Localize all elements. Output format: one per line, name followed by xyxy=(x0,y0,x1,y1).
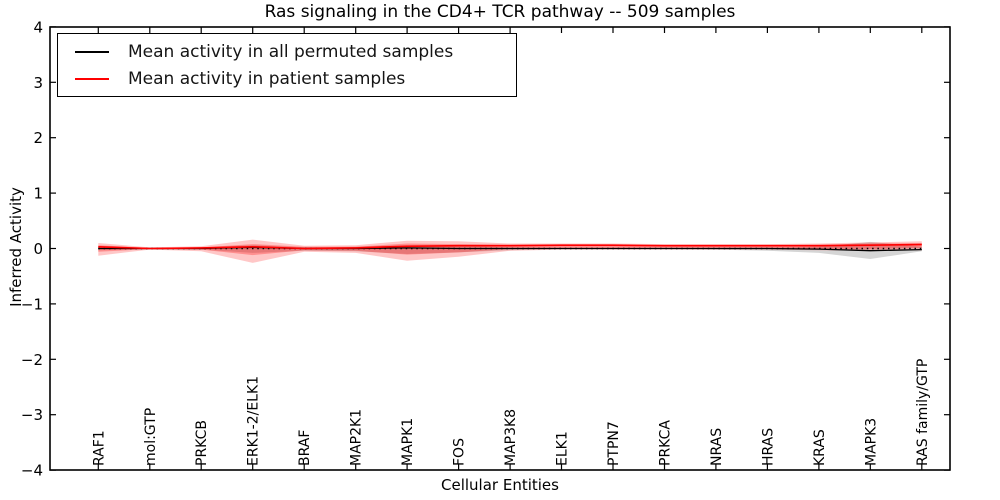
x-axis-title: Cellular Entities xyxy=(441,476,559,494)
y-tick-label: −1 xyxy=(21,295,43,313)
x-tick-label: PRKCA xyxy=(658,420,674,466)
y-tick-label: −4 xyxy=(21,462,43,480)
x-tick-label: MAPK1 xyxy=(400,418,416,466)
x-tick-label: PRKCB xyxy=(194,420,210,466)
x-tick-label: RAS family/GTP xyxy=(915,359,931,466)
x-tick-label: BRAF xyxy=(297,430,313,466)
legend-label-patient: Mean activity in patient samples xyxy=(128,68,406,89)
legend-line-sample-patient xyxy=(75,77,109,80)
legend-item-permuted: Mean activity in all permuted samples xyxy=(58,39,516,65)
legend-item-patient: Mean activity in patient samples xyxy=(58,66,516,92)
x-tick-label: PTPN7 xyxy=(606,421,622,466)
series-line-patient xyxy=(98,243,922,250)
x-tick-label: ERK1-2/ELK1 xyxy=(246,376,262,466)
legend-label-permuted: Mean activity in all permuted samples xyxy=(128,41,454,62)
x-tick-label: mol:GTP xyxy=(143,408,159,466)
x-tick-label: HRAS xyxy=(760,428,776,466)
legend: Mean activity in all permuted samples Me… xyxy=(57,33,517,97)
x-tick-label: ELK1 xyxy=(555,431,571,466)
x-tick-label: MAPK3 xyxy=(863,418,879,466)
band-permuted-samples-spread xyxy=(98,241,922,259)
y-tick-label: 3 xyxy=(33,74,43,92)
x-tick-label: MAP2K1 xyxy=(349,409,365,466)
y-axis-title: Inferred Activity xyxy=(7,187,25,307)
y-tick-label: 4 xyxy=(33,18,43,36)
legend-line-sample-permuted xyxy=(75,50,109,53)
chart-title: Ras signaling in the CD4+ TCR pathway --… xyxy=(264,2,736,22)
x-tick-label: RAF1 xyxy=(91,430,107,466)
y-tick-label: 0 xyxy=(33,240,43,258)
x-tick-label: NRAS xyxy=(709,428,725,466)
x-tick-label: MAP3K8 xyxy=(503,409,519,466)
y-tick-label: −3 xyxy=(21,406,43,424)
y-tick-label: 2 xyxy=(33,129,43,147)
y-tick-label: 1 xyxy=(33,185,43,203)
x-tick-label: FOS xyxy=(452,438,468,466)
x-tick-label: KRAS xyxy=(812,429,828,466)
y-tick-label: −2 xyxy=(21,351,43,369)
